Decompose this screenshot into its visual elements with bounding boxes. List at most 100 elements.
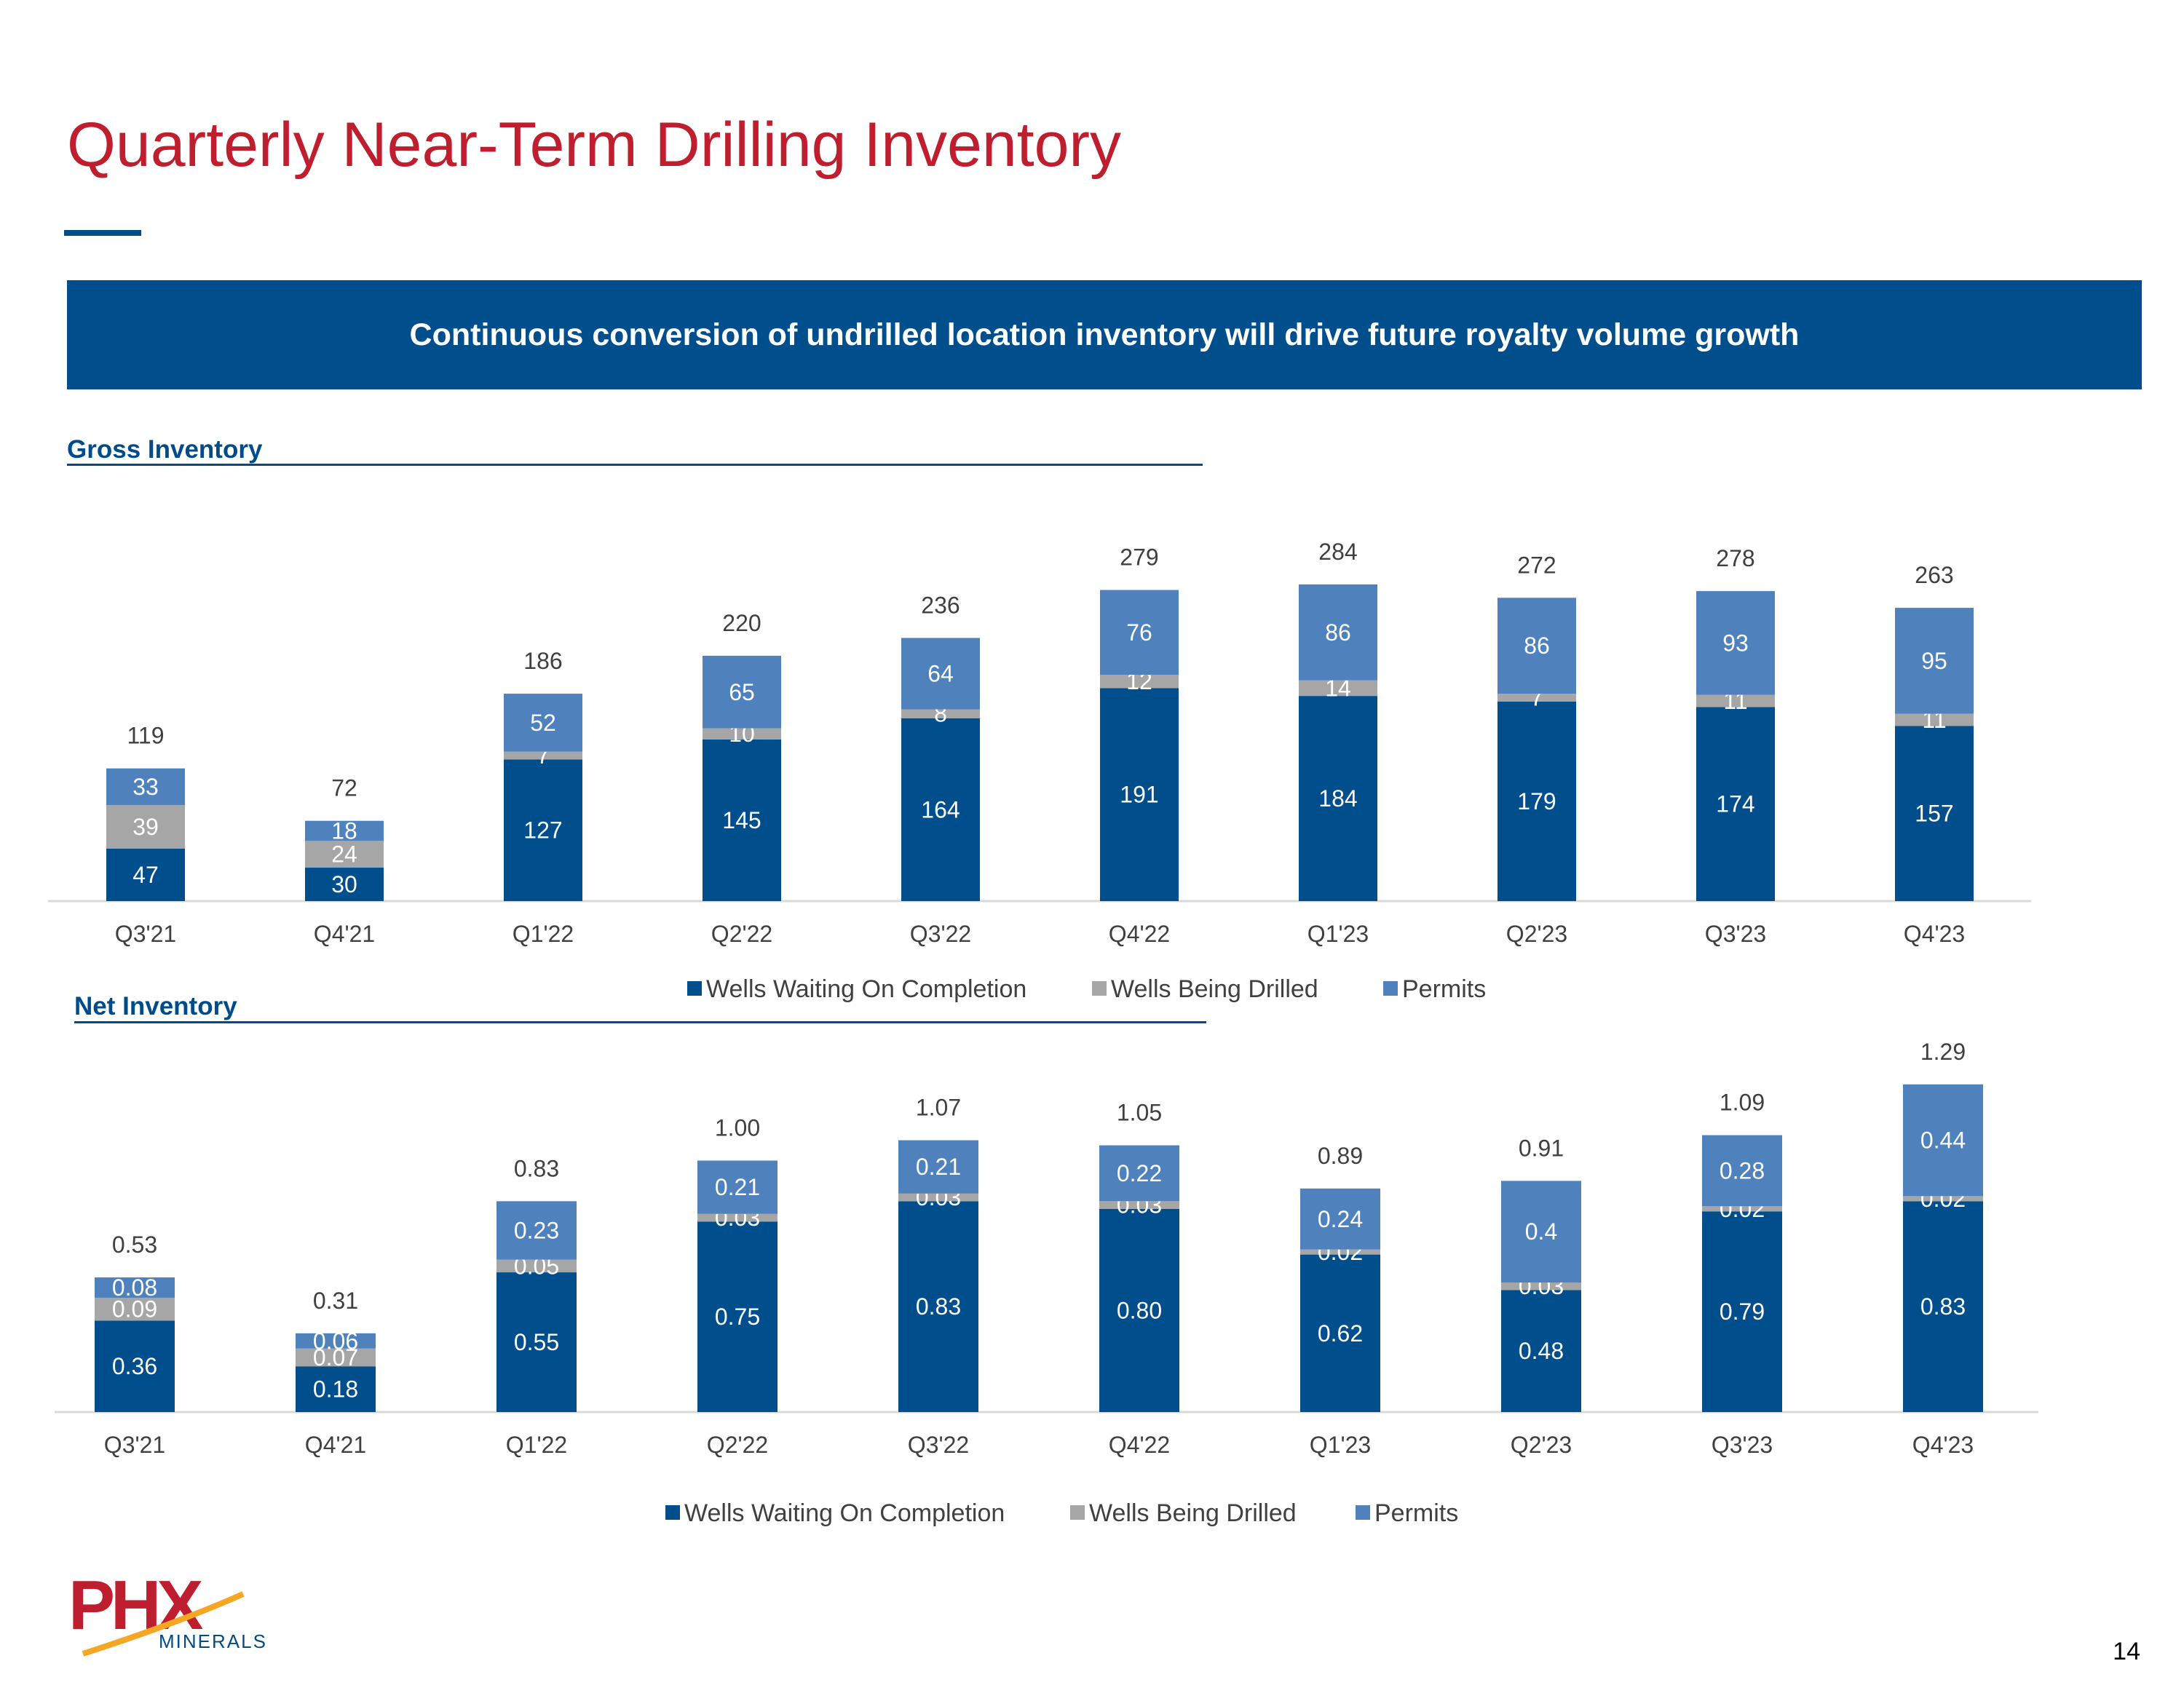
net-bar-permits-6 (1300, 1188, 1380, 1250)
net-bar-wells_drilled-0 (95, 1297, 175, 1321)
gross-bar-permits-3 (703, 655, 781, 729)
net-label-wells_waiting-5: 0.80 (1117, 1297, 1162, 1323)
gross-total-0: 119 (127, 723, 164, 749)
net-bar-permits-7 (1501, 1181, 1581, 1283)
gross-label-permits-4: 64 (927, 660, 954, 686)
net-tick-8: Q3'23 (1712, 1432, 1773, 1458)
net-bar-wells_waiting-2 (496, 1272, 577, 1412)
gross-total-6: 284 (1318, 539, 1357, 565)
net-bar-wells_waiting-0 (95, 1320, 175, 1412)
gross-tick-3: Q2'22 (711, 921, 772, 947)
net-label-permits-2: 0.23 (514, 1217, 559, 1243)
net-label-permits-9: 0.44 (1920, 1127, 1966, 1154)
net-bar-wells_waiting-6 (1300, 1254, 1380, 1412)
phx-logo: PHX (68, 1572, 245, 1657)
gross-bar-wells_drilled-7 (1497, 694, 1576, 702)
gross-bar-wells_drilled-4 (901, 709, 980, 718)
net-tick-4: Q3'22 (908, 1432, 969, 1458)
logo-subtext: MINERALS (159, 1630, 267, 1652)
gross-bar-wells_waiting-2 (504, 759, 582, 901)
net-label-permits-4: 0.21 (916, 1154, 961, 1180)
net-legend-permits: Permits (1374, 1499, 1458, 1527)
net-total-4: 1.07 (916, 1095, 961, 1121)
net-legend-swatch-wells_drilled (1070, 1505, 1085, 1520)
gross-label-permits-8: 93 (1722, 630, 1749, 656)
gross-label-wells_waiting-5: 191 (1120, 782, 1158, 808)
net-tick-7: Q2'23 (1511, 1432, 1572, 1458)
title-underline (64, 230, 141, 236)
net-total-1: 0.31 (313, 1288, 358, 1314)
gross-label-wells_drilled-0: 39 (132, 814, 159, 840)
gross-total-5: 279 (1120, 544, 1158, 571)
gross-bar-permits-1 (305, 820, 384, 841)
net-bar-wells_drilled-6 (1300, 1249, 1380, 1255)
gross-label-wells_waiting-3: 145 (722, 807, 761, 833)
gross-bar-wells_drilled-2 (504, 751, 582, 760)
net-label-wells_waiting-8: 0.79 (1720, 1299, 1765, 1325)
net-tick-0: Q3'21 (104, 1432, 165, 1458)
net-bar-wells_drilled-5 (1099, 1201, 1179, 1209)
net-label-wells_waiting-6: 0.62 (1318, 1320, 1363, 1347)
net-bar-wells_drilled-9 (1903, 1196, 1983, 1202)
gross-label-wells_waiting-7: 179 (1517, 788, 1556, 814)
gross-tick-2: Q1'22 (513, 921, 574, 947)
net-total-7: 0.91 (1519, 1135, 1564, 1161)
gross-inventory-heading: Gross Inventory (67, 435, 263, 464)
gross-tick-6: Q1'23 (1307, 921, 1369, 947)
net-legend-swatch-wells_waiting (665, 1505, 680, 1520)
net-label-permits-5: 0.22 (1117, 1160, 1162, 1186)
gross-label-permits-2: 52 (530, 710, 556, 736)
gross-total-9: 263 (1915, 562, 1953, 588)
net-label-wells_waiting-1: 0.18 (313, 1376, 358, 1403)
headline-banner: Continuous conversion of undrilled locat… (67, 280, 2142, 389)
gross-label-wells_waiting-0: 47 (132, 862, 159, 888)
gross-bar-permits-9 (1895, 608, 1974, 714)
net-bar-wells_waiting-4 (898, 1201, 978, 1412)
gross-bar-wells_waiting-4 (901, 718, 980, 901)
gross-bar-permits-2 (504, 694, 582, 752)
net-bar-wells_waiting-1 (296, 1366, 376, 1412)
gross-label-permits-7: 86 (1524, 633, 1550, 659)
net-label-wells_waiting-9: 0.83 (1920, 1293, 1966, 1320)
banner-text: Continuous conversion of undrilled locat… (409, 317, 1800, 352)
gross-bar-wells_waiting-1 (305, 868, 384, 901)
net-tick-1: Q4'21 (305, 1432, 366, 1458)
net-inventory-chart: 0.36 0.090.08 0.53 Q3'21 0.18 0.070.06 0.31 Q4'… (55, 1039, 2038, 1527)
net-legend-wells_waiting: Wells Waiting On Completion (684, 1499, 1005, 1527)
net-bar-wells_drilled-7 (1501, 1282, 1581, 1290)
net-label-permits-3: 0.21 (715, 1174, 760, 1200)
gross-legend-wells_drilled: Wells Being Drilled (1111, 975, 1318, 1003)
gross-total-8: 278 (1716, 545, 1754, 571)
gross-total-7: 272 (1517, 552, 1556, 578)
gross-bar-permits-4 (901, 638, 980, 710)
page-number: 14 (2113, 1638, 2140, 1665)
net-tick-5: Q4'22 (1109, 1432, 1170, 1458)
net-label-wells_waiting-7: 0.48 (1519, 1338, 1564, 1364)
gross-tick-7: Q2'23 (1506, 921, 1567, 947)
gross-legend-wells_waiting: Wells Waiting On Completion (706, 975, 1026, 1003)
net-bar-wells_waiting-9 (1903, 1201, 1983, 1412)
net-total-5: 1.05 (1117, 1100, 1162, 1126)
gross-total-2: 186 (523, 648, 562, 674)
gross-bar-wells_waiting-7 (1497, 701, 1576, 901)
gross-label-permits-0: 33 (132, 774, 159, 800)
gross-legend-swatch-wells_waiting (687, 981, 702, 996)
gross-label-permits-5: 76 (1126, 619, 1152, 646)
gross-bar-wells_waiting-0 (106, 848, 185, 901)
gross-bar-wells_waiting-9 (1895, 726, 1974, 901)
net-inventory-heading: Net Inventory (74, 992, 237, 1020)
gross-tick-9: Q4'23 (1904, 921, 1965, 947)
gross-bar-permits-5 (1100, 590, 1179, 675)
net-bar-permits-4 (898, 1140, 978, 1194)
net-total-6: 0.89 (1318, 1143, 1363, 1169)
net-bar-permits-0 (95, 1277, 175, 1298)
net-label-wells_drilled-0: 0.09 (112, 1296, 157, 1323)
net-tick-9: Q4'23 (1912, 1432, 1974, 1458)
gross-legend-swatch-permits (1383, 981, 1398, 996)
gross-bar-permits-6 (1299, 584, 1377, 681)
gross-inventory-chart: 473933119Q3'2130241872Q4'21127752186Q1'2… (48, 539, 2031, 1003)
net-label-wells_waiting-2: 0.55 (514, 1329, 559, 1355)
net-legend-swatch-permits (1356, 1505, 1370, 1520)
gross-bar-permits-7 (1497, 598, 1576, 694)
gross-label-wells_waiting-4: 164 (921, 796, 960, 822)
